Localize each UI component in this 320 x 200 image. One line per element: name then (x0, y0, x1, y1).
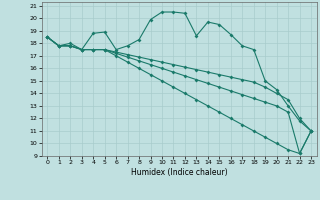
X-axis label: Humidex (Indice chaleur): Humidex (Indice chaleur) (131, 168, 228, 177)
